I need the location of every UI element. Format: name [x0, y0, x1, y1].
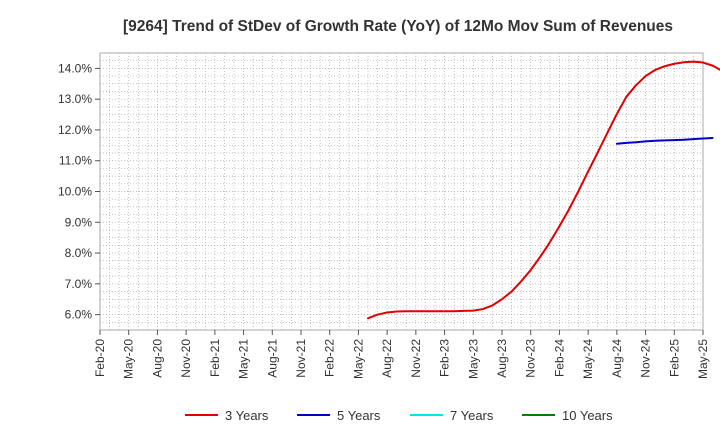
x-tick-label: May-22	[351, 339, 365, 379]
x-tick-label: Nov-24	[639, 339, 653, 378]
x-tick-label: Feb-25	[667, 339, 681, 377]
series-layer	[367, 60, 720, 320]
x-tick-label: Aug-21	[265, 339, 279, 378]
series-line-5-years	[615, 136, 714, 145]
grid-layer	[99, 52, 704, 331]
x-tick-label: May-25	[696, 339, 710, 379]
y-tick-label: 10.0%	[58, 185, 92, 199]
legend: 3 Years 5 Years 7 Years 10 Years	[185, 408, 613, 423]
y-tick-label: 12.0%	[58, 123, 92, 137]
x-tick-label: Feb-23	[438, 339, 452, 377]
y-tick-label: 9.0%	[65, 215, 93, 229]
x-tick-label: Nov-22	[409, 339, 423, 378]
x-tick-label: May-23	[466, 339, 480, 379]
y-tick-label: 8.0%	[65, 246, 93, 260]
x-tick-label: Feb-24	[552, 339, 566, 377]
x-tick-label: Nov-21	[294, 339, 308, 378]
y-tick-label: 6.0%	[65, 308, 93, 322]
series-line-3-years	[367, 60, 720, 320]
legend-label: 5 Years	[337, 408, 381, 423]
y-tick-label: 14.0%	[58, 61, 92, 75]
x-tick-label: Feb-21	[208, 339, 222, 377]
x-axis: Feb-20 May-20 Aug-20 Nov-20 Feb-21 May-21 Aug-…	[93, 330, 710, 379]
y-axis: 6.0% 7.0% 8.0% 9.0% 10.0% 11.0% 12.0% 13.0% 14.0…	[58, 61, 100, 322]
chart-title: [9264] Trend of StDev of Growth Rate (Yo…	[123, 18, 673, 35]
x-tick-label: May-21	[237, 339, 251, 379]
legend-label: 3 Years	[225, 408, 269, 423]
y-tick-label: 7.0%	[65, 277, 93, 291]
legend-label: 7 Years	[450, 408, 494, 423]
x-tick-label: Feb-20	[93, 339, 107, 377]
legend-label: 10 Years	[562, 408, 613, 423]
x-tick-label: Aug-24	[610, 339, 624, 378]
x-tick-label: Aug-23	[495, 339, 509, 378]
x-tick-label: Aug-20	[150, 339, 164, 378]
x-tick-label: Feb-22	[323, 339, 337, 377]
x-tick-label: May-24	[581, 339, 595, 379]
x-tick-label: Aug-22	[380, 339, 394, 378]
y-tick-label: 11.0%	[59, 154, 92, 168]
y-tick-label: 13.0%	[58, 92, 92, 106]
x-tick-label: Nov-23	[524, 339, 538, 378]
x-tick-label: Nov-20	[179, 339, 193, 378]
x-tick-label: May-20	[122, 339, 136, 379]
